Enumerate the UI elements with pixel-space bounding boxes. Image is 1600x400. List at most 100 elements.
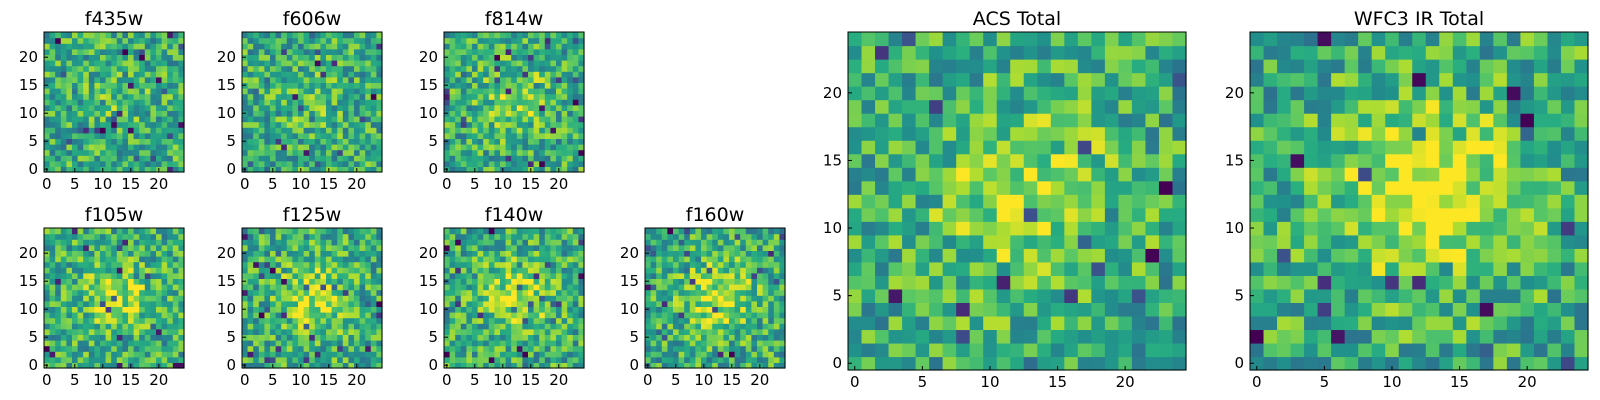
heatmap-cell <box>303 306 310 313</box>
heatmap-cell <box>689 351 696 358</box>
heatmap-cell <box>128 116 135 123</box>
heatmap-cell <box>370 160 377 167</box>
heatmap-cell <box>326 160 333 167</box>
heatmap-cell <box>528 328 535 335</box>
heatmap-cell <box>77 48 84 55</box>
heatmap-cell <box>49 239 56 246</box>
heatmap-cell <box>528 289 535 296</box>
heatmap-cell <box>150 228 157 235</box>
heatmap-cell <box>561 328 568 335</box>
heatmap-cell <box>556 138 563 145</box>
heatmap-cell <box>556 121 563 128</box>
heatmap-cell <box>72 37 79 44</box>
heatmap-cell <box>331 362 338 369</box>
heatmap-cell <box>55 104 62 111</box>
heatmap-cell <box>111 345 118 352</box>
heatmap-cell <box>105 284 112 291</box>
heatmap-cell <box>494 155 501 162</box>
heatmap-cell <box>83 54 90 61</box>
heatmap-cell <box>567 127 574 134</box>
heatmap-cell <box>712 228 719 235</box>
heatmap-cell <box>544 312 551 319</box>
heatmap-cell <box>522 99 529 106</box>
heatmap-cell <box>695 261 702 268</box>
heatmap-cell <box>359 345 366 352</box>
heatmap-cell <box>292 76 299 83</box>
heatmap-cell <box>309 110 316 117</box>
heatmap-cell <box>460 340 467 347</box>
heatmap-cell <box>684 328 691 335</box>
heatmap-cell <box>331 228 338 235</box>
heatmap-cell <box>359 289 366 296</box>
heatmap-cell <box>49 351 56 358</box>
heatmap-cell <box>354 43 361 50</box>
heatmap-cell <box>105 88 112 95</box>
heatmap-cell <box>365 60 372 67</box>
heatmap-cell <box>1077 342 1092 358</box>
heatmap-cell <box>100 43 107 50</box>
heatmap-cell <box>773 261 780 268</box>
heatmap-cell <box>1023 207 1038 222</box>
heatmap-cell <box>376 37 383 44</box>
heatmap-cell <box>116 256 123 263</box>
x-tick-label: 15 <box>521 371 540 389</box>
heatmap-cell <box>723 284 730 291</box>
heatmap-cell <box>139 121 146 128</box>
heatmap-cell <box>516 306 523 313</box>
heatmap-cell <box>66 144 73 151</box>
heatmap-cell <box>779 306 786 313</box>
heatmap-cell <box>365 362 372 369</box>
heatmap-cell <box>314 317 321 324</box>
heatmap-cell <box>544 328 551 335</box>
heatmap-cell <box>516 160 523 167</box>
heatmap-cell <box>139 110 146 117</box>
heatmap-cell <box>55 250 62 257</box>
heatmap-cell <box>773 340 780 347</box>
heatmap-cell <box>466 289 473 296</box>
heatmap-cell <box>139 43 146 50</box>
heatmap-cell <box>303 317 310 324</box>
heatmap-cell <box>72 233 79 240</box>
heatmap-cell <box>1050 329 1065 344</box>
heatmap-cell <box>712 239 719 246</box>
heatmap-cell <box>561 166 568 173</box>
heatmap-cell <box>156 345 163 352</box>
heatmap-cell <box>701 261 708 268</box>
heatmap-cell <box>751 295 758 302</box>
heatmap-cell <box>678 278 685 285</box>
heatmap-cell <box>359 300 366 307</box>
heatmap-cell <box>309 99 316 106</box>
heatmap-cell <box>656 256 663 263</box>
heatmap-cell <box>94 155 101 162</box>
heatmap-cell <box>888 221 903 236</box>
heatmap-cell <box>650 295 657 302</box>
heatmap-cell <box>539 328 546 335</box>
heatmap-cell <box>888 329 903 344</box>
heatmap-cell <box>49 160 56 167</box>
heatmap-cell <box>88 166 95 173</box>
heatmap-cell <box>667 256 674 263</box>
heatmap-cell <box>505 256 512 263</box>
heatmap-cell <box>500 244 507 251</box>
heatmap-cell <box>488 267 495 274</box>
heatmap-cell <box>729 267 736 274</box>
heatmap-cell <box>533 323 540 330</box>
heatmap-cell <box>128 289 135 296</box>
heatmap-cell <box>444 88 451 95</box>
heatmap-cell <box>745 284 752 291</box>
heatmap-cell <box>83 149 90 156</box>
heatmap-cell <box>122 138 129 145</box>
heatmap-cell <box>915 275 930 290</box>
heatmap-cell <box>116 166 123 173</box>
heatmap-cell <box>1037 288 1052 303</box>
heatmap-cell <box>477 250 484 257</box>
heatmap-cell <box>326 88 333 95</box>
heatmap-cell <box>1064 126 1079 141</box>
heatmap-cell <box>488 239 495 246</box>
heatmap-cell <box>757 328 764 335</box>
heatmap-cell <box>320 65 327 72</box>
heatmap-cell <box>444 65 451 72</box>
heatmap-cell <box>303 32 310 39</box>
x-tick-label: 0 <box>240 371 250 389</box>
heatmap-cell <box>331 334 338 341</box>
